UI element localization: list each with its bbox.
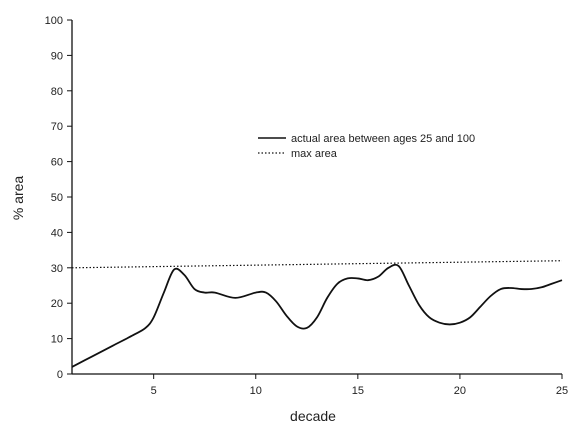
y-tick-label: 30 xyxy=(51,263,63,275)
legend-label: actual area between ages 25 and 100 xyxy=(291,133,475,145)
y-tick-label: 50 xyxy=(51,192,63,204)
max-area-line xyxy=(71,260,563,269)
y-tick-label: 90 xyxy=(51,50,63,62)
x-tick-label: 5 xyxy=(151,385,157,397)
x-axis-title: decade xyxy=(290,408,336,424)
x-tick-label: 10 xyxy=(250,385,262,397)
y-axis-title: % area xyxy=(10,176,26,221)
y-tick-label: 10 xyxy=(51,334,63,346)
legend-label: max area xyxy=(291,148,338,160)
legend: actual area between ages 25 and 100 max a… xyxy=(258,133,475,160)
series-layer xyxy=(71,260,563,368)
y-tick-label: 60 xyxy=(51,157,63,169)
y-tick-label: 70 xyxy=(51,121,63,133)
y-tick-label: 80 xyxy=(51,86,63,98)
y-tick-label: 40 xyxy=(51,227,63,239)
x-tick-label: 25 xyxy=(556,385,568,397)
y-tick-label: 20 xyxy=(51,298,63,310)
x-tick-label: 15 xyxy=(352,385,364,397)
y-tick-label: 0 xyxy=(57,369,63,381)
axes: 0 10 20 30 40 50 60 70 80 90 100 5 10 15 20 25 xyxy=(45,15,568,397)
y-tick-label: 100 xyxy=(45,15,63,27)
actual-area-line xyxy=(71,263,563,368)
x-tick-label: 20 xyxy=(454,385,466,397)
